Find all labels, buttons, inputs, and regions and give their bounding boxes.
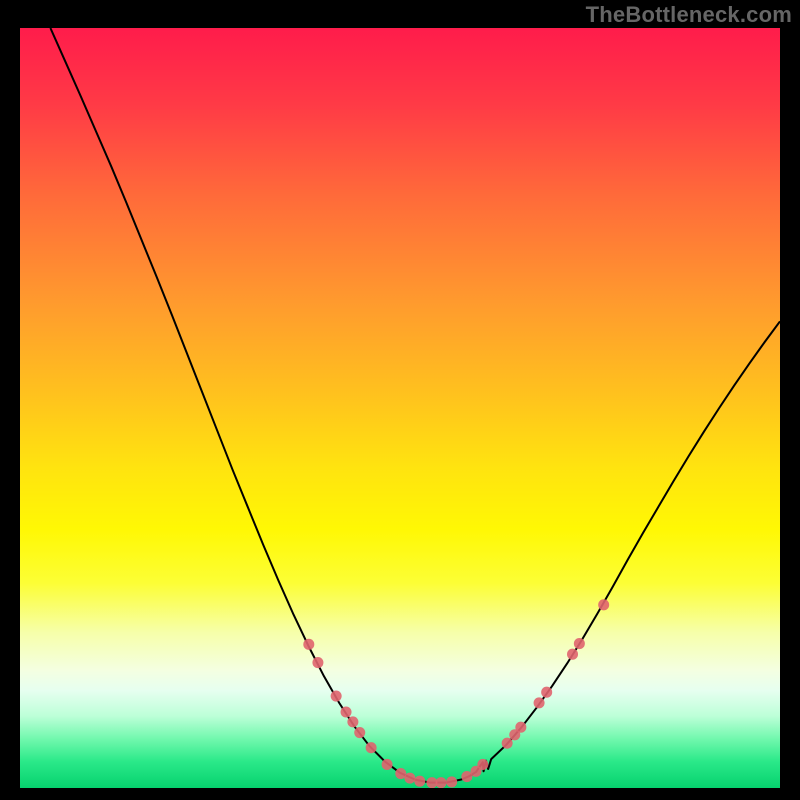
watermark-text: TheBottleneck.com [586,0,800,28]
chart-plot-area [20,28,780,780]
outer-frame: TheBottleneck.com [0,0,800,800]
curve-markers [20,28,780,788]
